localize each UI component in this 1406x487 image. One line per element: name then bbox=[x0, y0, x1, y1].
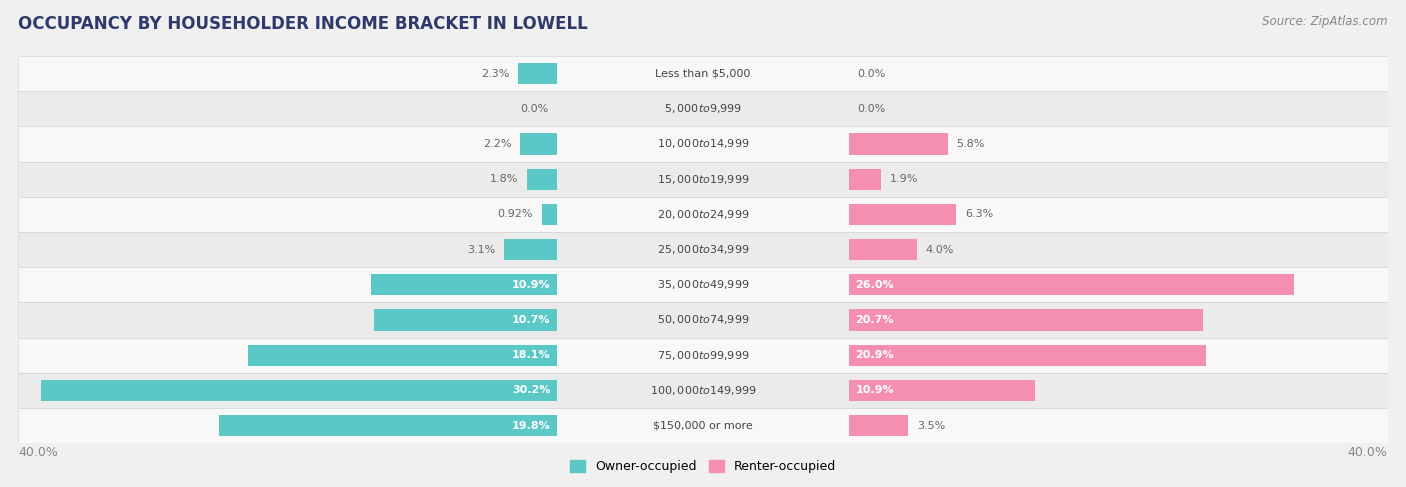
Text: 0.0%: 0.0% bbox=[520, 104, 548, 114]
Bar bbox=[848, 274, 1294, 295]
Text: 4.0%: 4.0% bbox=[925, 244, 953, 255]
Text: 6.3%: 6.3% bbox=[965, 209, 993, 219]
Text: 26.0%: 26.0% bbox=[855, 280, 894, 290]
Text: 20.7%: 20.7% bbox=[855, 315, 894, 325]
Legend: Owner-occupied, Renter-occupied: Owner-occupied, Renter-occupied bbox=[565, 455, 841, 478]
Bar bbox=[371, 274, 558, 295]
Bar bbox=[18, 197, 1388, 232]
Bar bbox=[541, 204, 558, 225]
Text: $75,000 to $99,999: $75,000 to $99,999 bbox=[657, 349, 749, 362]
Text: OCCUPANCY BY HOUSEHOLDER INCOME BRACKET IN LOWELL: OCCUPANCY BY HOUSEHOLDER INCOME BRACKET … bbox=[18, 15, 588, 33]
Text: $50,000 to $74,999: $50,000 to $74,999 bbox=[657, 314, 749, 326]
Text: $35,000 to $49,999: $35,000 to $49,999 bbox=[657, 278, 749, 291]
Text: $25,000 to $34,999: $25,000 to $34,999 bbox=[657, 243, 749, 256]
Text: $5,000 to $9,999: $5,000 to $9,999 bbox=[664, 102, 742, 115]
Bar bbox=[18, 408, 1388, 443]
Text: $10,000 to $14,999: $10,000 to $14,999 bbox=[657, 137, 749, 150]
Bar bbox=[848, 133, 948, 154]
Text: $15,000 to $19,999: $15,000 to $19,999 bbox=[657, 173, 749, 186]
Text: 10.9%: 10.9% bbox=[512, 280, 551, 290]
Bar bbox=[41, 380, 558, 401]
Bar bbox=[18, 232, 1388, 267]
Text: 19.8%: 19.8% bbox=[512, 421, 551, 431]
Bar bbox=[848, 309, 1204, 331]
Bar bbox=[18, 267, 1388, 302]
Text: $150,000 or more: $150,000 or more bbox=[654, 421, 752, 431]
Text: 1.8%: 1.8% bbox=[489, 174, 519, 184]
Bar bbox=[519, 63, 558, 84]
Text: $100,000 to $149,999: $100,000 to $149,999 bbox=[650, 384, 756, 397]
Bar bbox=[505, 239, 558, 260]
Text: 40.0%: 40.0% bbox=[18, 446, 58, 459]
Text: 20.9%: 20.9% bbox=[855, 350, 894, 360]
Bar bbox=[848, 239, 917, 260]
Bar bbox=[848, 415, 908, 436]
Text: Less than $5,000: Less than $5,000 bbox=[655, 69, 751, 78]
Bar bbox=[848, 380, 1035, 401]
Text: 3.1%: 3.1% bbox=[468, 244, 496, 255]
Bar bbox=[18, 337, 1388, 373]
Text: 3.5%: 3.5% bbox=[917, 421, 945, 431]
Bar bbox=[18, 127, 1388, 162]
Bar bbox=[18, 91, 1388, 127]
Text: 10.7%: 10.7% bbox=[512, 315, 551, 325]
Text: 0.0%: 0.0% bbox=[858, 104, 886, 114]
Bar bbox=[848, 345, 1206, 366]
Text: 0.0%: 0.0% bbox=[858, 69, 886, 78]
Bar bbox=[520, 133, 558, 154]
Bar bbox=[18, 56, 1388, 91]
Text: $20,000 to $24,999: $20,000 to $24,999 bbox=[657, 208, 749, 221]
Bar bbox=[18, 162, 1388, 197]
Bar bbox=[18, 373, 1388, 408]
Text: 18.1%: 18.1% bbox=[512, 350, 551, 360]
Text: 5.8%: 5.8% bbox=[956, 139, 984, 149]
Bar bbox=[218, 415, 558, 436]
Bar bbox=[18, 302, 1388, 337]
Text: 2.3%: 2.3% bbox=[481, 69, 509, 78]
Text: 1.9%: 1.9% bbox=[890, 174, 918, 184]
Text: 30.2%: 30.2% bbox=[512, 385, 551, 395]
Bar bbox=[848, 169, 882, 190]
Bar bbox=[527, 169, 558, 190]
Bar bbox=[374, 309, 558, 331]
Bar bbox=[247, 345, 558, 366]
Text: 2.2%: 2.2% bbox=[482, 139, 512, 149]
Text: 40.0%: 40.0% bbox=[1348, 446, 1388, 459]
Text: Source: ZipAtlas.com: Source: ZipAtlas.com bbox=[1263, 15, 1388, 28]
Text: 0.92%: 0.92% bbox=[498, 209, 533, 219]
Bar bbox=[848, 204, 956, 225]
Text: 10.9%: 10.9% bbox=[855, 385, 894, 395]
